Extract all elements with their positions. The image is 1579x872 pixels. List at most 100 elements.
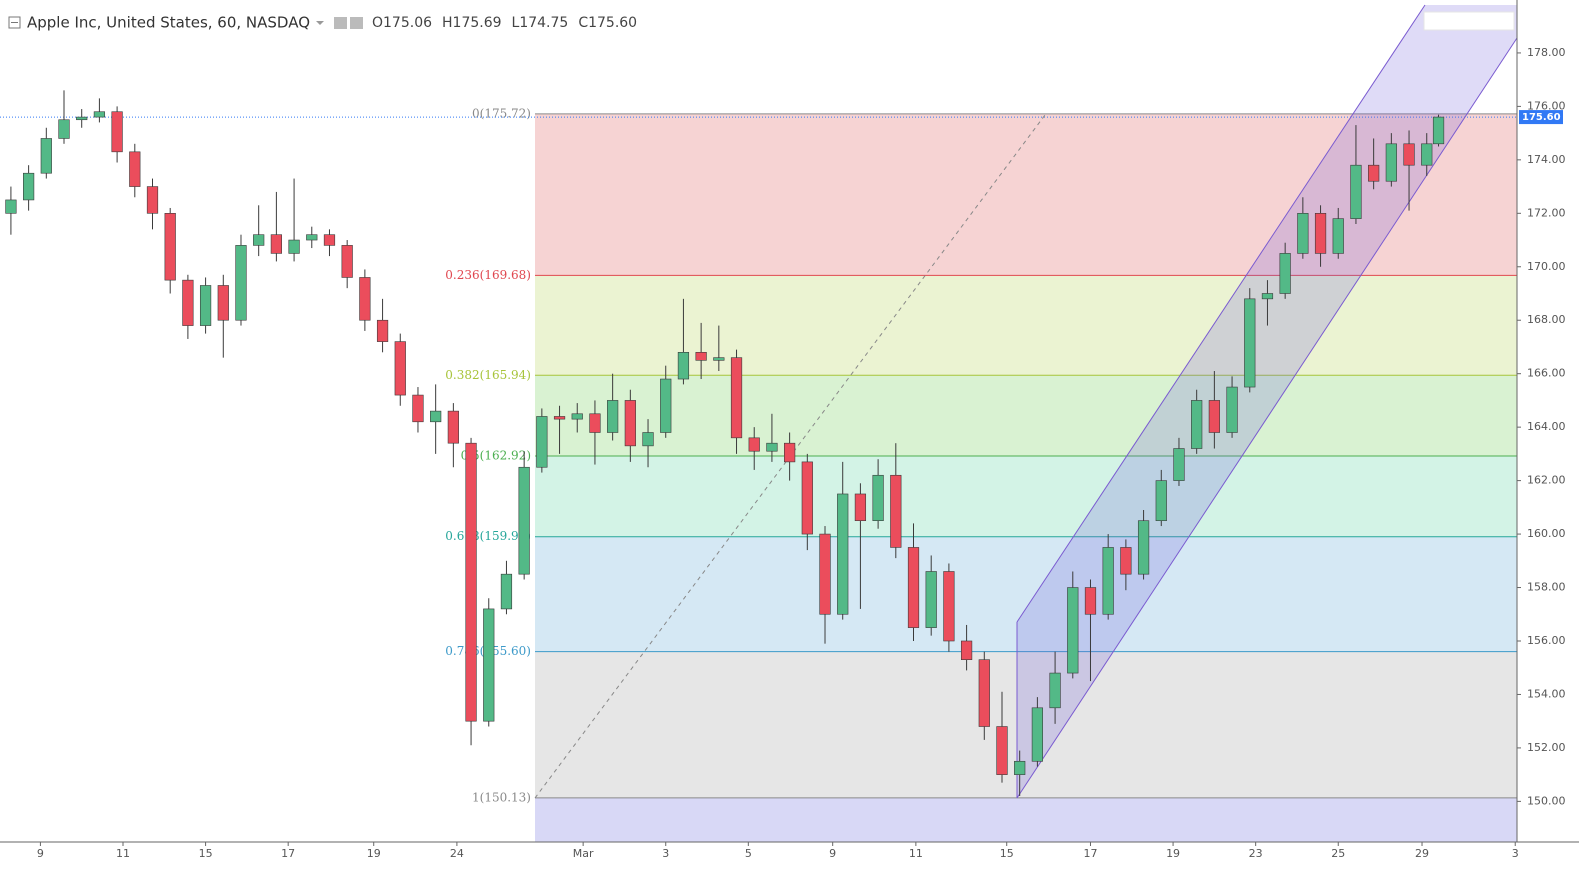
dropdown-arrow[interactable] [316,21,324,25]
channel-fill [1017,5,1517,798]
candle-body [359,277,371,321]
candle-body [660,378,672,433]
fib-label: 0.5(162.92) [461,449,531,463]
candle-body [40,138,52,174]
x-tick-label: 24 [450,847,464,860]
y-tick-label: 164.00 [1527,420,1566,433]
last-price-label: 175.60 [1522,112,1561,123]
x-tick-label: 17 [1083,847,1097,860]
channel-upper [1016,4,1426,623]
candle-body [854,493,867,522]
candle-body [1279,253,1291,294]
x-tick-label: 15 [1000,847,1014,860]
y-tick-label: 174.00 [1527,153,1566,166]
candle-body [270,234,282,254]
candle-body [1368,164,1380,182]
candle-body [1297,213,1309,254]
candle-body [748,437,760,452]
candle-body [784,442,796,463]
x-tick-label: 19 [1166,847,1180,860]
x-tick-label: 23 [1249,847,1263,860]
y-tick-label: 166.00 [1527,367,1566,380]
y-tick-label: 160.00 [1527,527,1566,540]
candle-body [1031,707,1043,762]
candle-body [624,400,636,447]
fib-zone [535,797,1517,842]
candle-body [1208,400,1220,433]
candle-body [907,547,920,628]
fib-zone [535,651,1517,798]
candle-body [607,400,619,433]
y-tick-label: 176.00 [1527,99,1566,112]
candle-body [1102,547,1114,615]
candle-body [341,245,353,278]
candle-body [182,279,194,326]
x-tick-label: 29 [1415,847,1429,860]
candle-body [129,151,141,187]
candles [5,90,1445,797]
candle-body [1385,143,1397,182]
candle-body [766,442,778,452]
x-tick-label: 9 [829,847,836,860]
x-tick-label: 9 [37,847,44,860]
settings-icon-2[interactable] [350,17,363,29]
candle-body [996,726,1008,775]
candle-body [235,245,247,321]
candle-body [1014,760,1026,775]
candle-body [1432,116,1445,145]
candle-body [146,186,159,214]
candle-body [111,111,123,153]
candle-body [1155,480,1167,522]
candle-body [642,432,654,447]
candle-body [1120,547,1132,575]
x-tick-label: 25 [1331,847,1345,860]
candle-body [925,571,937,628]
candle-body [518,466,530,575]
candle-body [500,573,513,610]
x-tick-label: Mar [573,847,594,860]
x-tick-label: 3 [1512,847,1519,860]
candle-body [1244,298,1256,388]
candle-body [5,199,17,214]
candle-body [536,416,548,468]
symbol-title: Apple Inc, United States, 60, NASDAQ [27,14,310,32]
candle-body [713,357,725,361]
ohlc-value: O175.06 [372,15,432,31]
fib-zone [535,456,1517,537]
candle-body [288,239,300,254]
y-tick-label: 168.00 [1527,313,1566,326]
candle-body [253,234,265,246]
candle-body [872,474,884,522]
ohlc-value: L174.75 [512,15,569,31]
x-tick-label: 15 [199,847,213,860]
candle-body [553,416,566,420]
ohlc-header: O175.06 H175.69 L174.75 C175.60 [372,15,637,31]
candle-body [978,659,990,727]
collapse-icon[interactable] [8,16,21,29]
candle-body [801,461,813,535]
candle-body [447,410,459,444]
x-tick-label: 11 [909,847,923,860]
y-tick-label: 154.00 [1527,687,1566,700]
x-tick-label: 3 [662,847,669,860]
candle-body [376,319,389,342]
y-tick-label: 178.00 [1527,46,1566,59]
candle-body [1403,143,1415,166]
candle-body [430,410,442,423]
candle-body [730,357,743,439]
fib-zone [535,375,1517,457]
x-tick-label: 17 [281,847,295,860]
x-tick-label: 5 [745,847,752,860]
candle-body [1350,164,1362,219]
x-tick-label: 11 [116,847,130,860]
settings-icon[interactable] [334,17,347,29]
fib-label: 0(175.72) [472,106,531,120]
candle-body [1173,448,1185,481]
candle-body [483,608,495,722]
y-tick-label: 170.00 [1527,260,1566,273]
fib-label: 0.236(169.68) [445,268,531,282]
candle-body [1049,672,1061,709]
candle-body [306,234,318,241]
candle-body [93,111,106,118]
candle-body [943,571,955,642]
